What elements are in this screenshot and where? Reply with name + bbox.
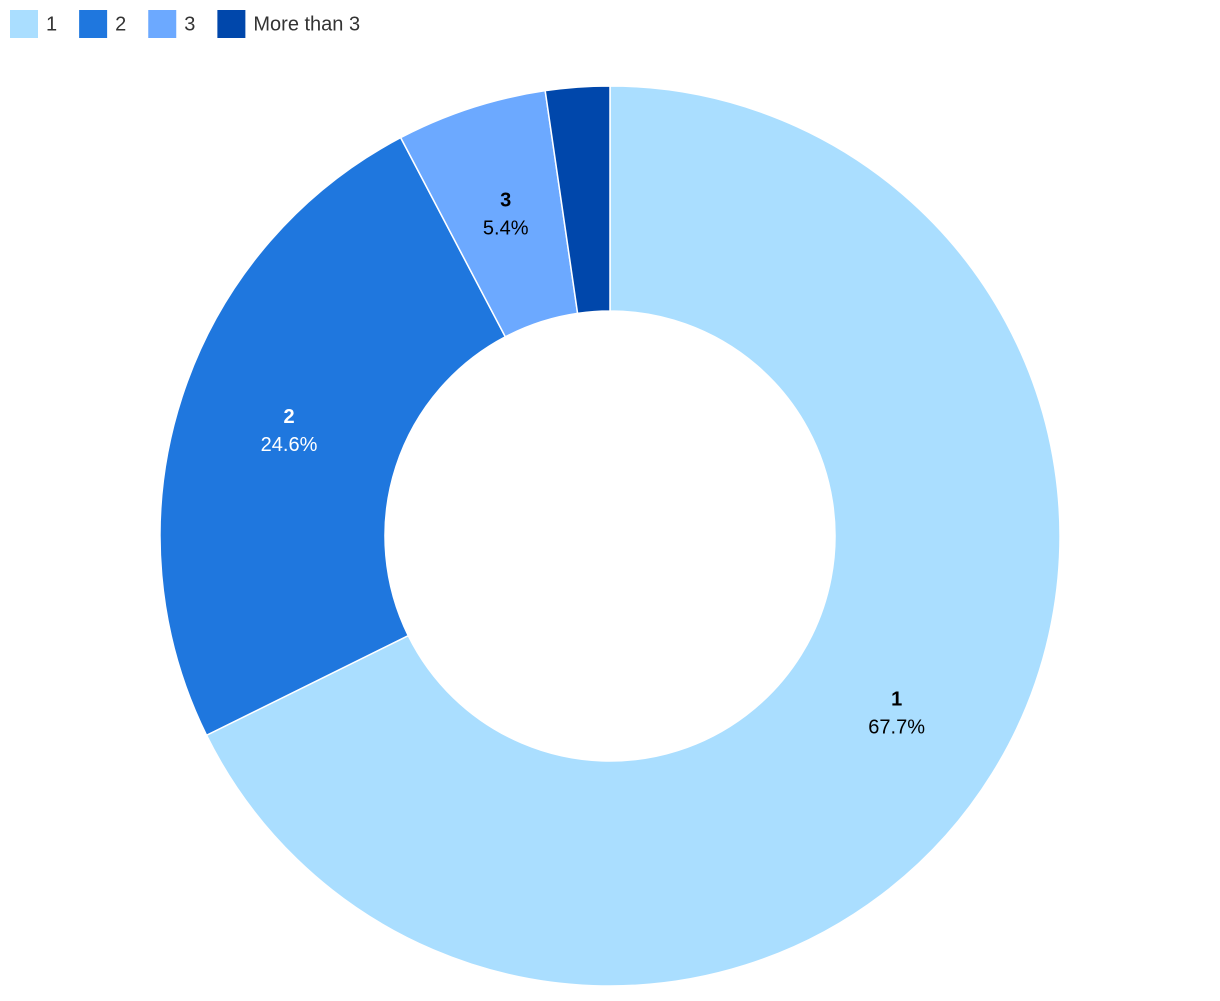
legend-swatch — [148, 10, 177, 38]
legend-label: 3 — [184, 13, 195, 35]
legend-swatch — [79, 10, 108, 38]
slice-value-label: 24.6% — [261, 434, 318, 456]
donut-slice — [159, 136, 507, 737]
slice-category-label: 1 — [891, 688, 902, 710]
donut-slice — [544, 85, 611, 315]
legend-label: 2 — [115, 13, 126, 35]
legend-swatch — [10, 10, 38, 38]
donut-slice — [205, 85, 1061, 987]
legend-label: More than 3 — [253, 13, 360, 35]
slice-category-label: 2 — [283, 406, 294, 428]
slice-value-label: 5.4% — [483, 217, 529, 239]
legend-swatch — [217, 10, 246, 38]
slice-value-label: 67.7% — [868, 716, 925, 738]
slice-category-label: 3 — [500, 189, 511, 211]
legend-label: 1 — [46, 13, 57, 35]
